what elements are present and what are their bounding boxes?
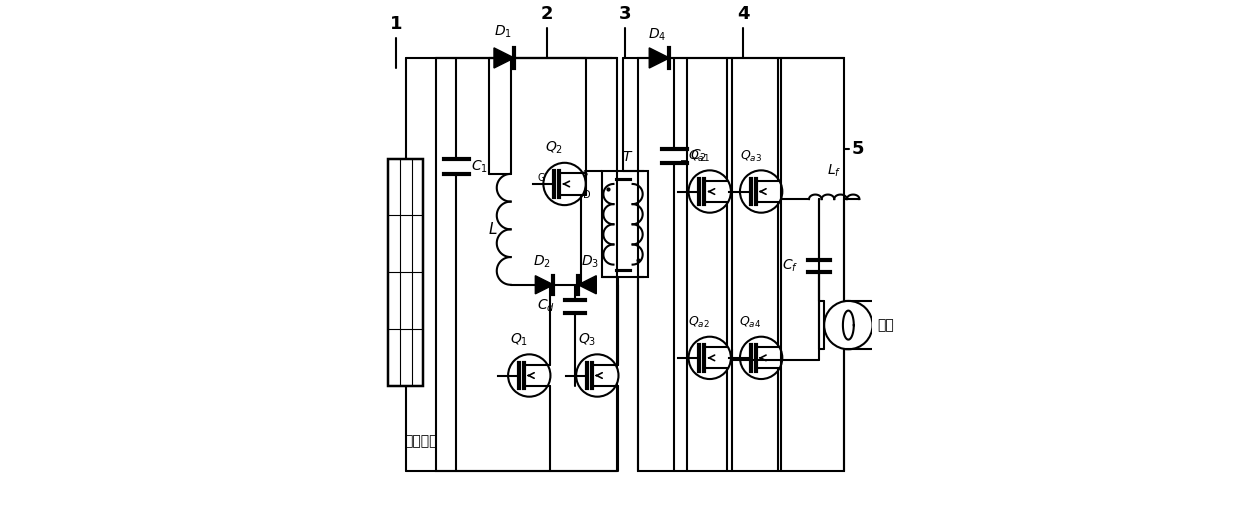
Text: $L_f$: $L_f$ xyxy=(827,163,842,179)
Text: 2: 2 xyxy=(541,5,553,23)
Circle shape xyxy=(740,337,782,379)
Bar xyxy=(603,171,647,277)
Text: $C_f$: $C_f$ xyxy=(782,258,799,274)
Polygon shape xyxy=(650,48,670,68)
Text: $D_2$: $D_2$ xyxy=(533,253,551,270)
Text: 4: 4 xyxy=(738,5,750,23)
Text: $C_1$: $C_1$ xyxy=(471,158,489,174)
Circle shape xyxy=(688,337,730,379)
Circle shape xyxy=(740,170,782,213)
Bar xyxy=(436,58,618,471)
Polygon shape xyxy=(536,275,553,294)
Text: $L$: $L$ xyxy=(489,221,498,238)
Text: $Q_{a3}$: $Q_{a3}$ xyxy=(739,149,761,164)
Text: $C_d$: $C_d$ xyxy=(537,298,554,314)
Text: $D_3$: $D_3$ xyxy=(580,253,599,270)
Text: $D_4$: $D_4$ xyxy=(647,27,666,43)
Text: $T$: $T$ xyxy=(622,150,634,164)
Polygon shape xyxy=(494,48,515,68)
Bar xyxy=(388,159,423,386)
Text: 1: 1 xyxy=(389,15,402,33)
Text: $Q_{a1}$: $Q_{a1}$ xyxy=(688,149,711,164)
Polygon shape xyxy=(578,275,596,294)
Text: D: D xyxy=(583,189,590,200)
Circle shape xyxy=(825,301,873,349)
Text: s: s xyxy=(583,168,588,179)
Circle shape xyxy=(688,170,730,213)
Text: $Q_1$: $Q_1$ xyxy=(510,331,528,348)
Text: $Q_{a2}$: $Q_{a2}$ xyxy=(688,315,711,330)
Circle shape xyxy=(543,163,585,205)
Text: 市电: 市电 xyxy=(878,318,894,332)
Circle shape xyxy=(577,354,619,397)
Bar xyxy=(637,58,844,471)
Text: $D_1$: $D_1$ xyxy=(494,24,512,41)
Text: $-$: $-$ xyxy=(461,169,470,179)
Text: $Q_{a4}$: $Q_{a4}$ xyxy=(739,315,761,330)
Text: $C_2$: $C_2$ xyxy=(689,148,707,164)
Text: $Q_2$: $Q_2$ xyxy=(544,140,563,156)
Circle shape xyxy=(508,354,551,397)
Text: 5: 5 xyxy=(852,140,864,157)
Text: 光伏组件: 光伏组件 xyxy=(404,434,438,448)
Text: $Q_3$: $Q_3$ xyxy=(578,331,596,348)
Text: G: G xyxy=(537,172,544,183)
Text: $-$: $-$ xyxy=(680,154,688,164)
Text: 3: 3 xyxy=(619,5,631,23)
